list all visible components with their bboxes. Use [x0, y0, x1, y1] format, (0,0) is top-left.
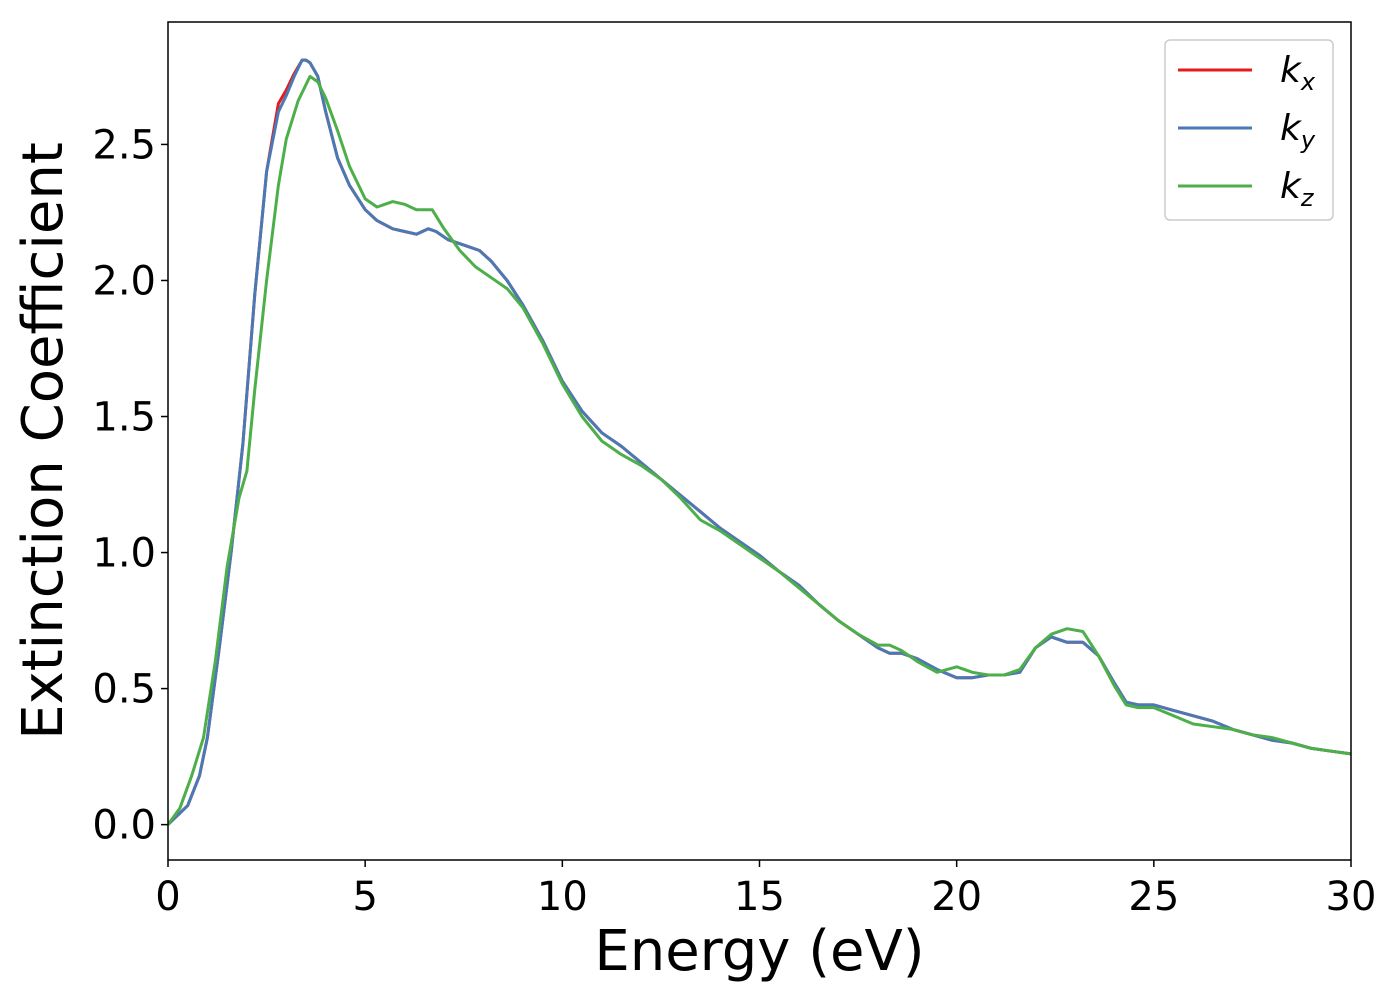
- series-layer: [168, 58, 1351, 826]
- y-tick-label: 0.5: [92, 667, 156, 713]
- x-tick-label: 25: [1128, 874, 1179, 920]
- legend-label-base: k: [1280, 108, 1303, 149]
- legend-label-subscript: y: [1300, 126, 1316, 154]
- x-tick-label: 30: [1326, 874, 1377, 920]
- y-tick-label: 1.0: [92, 531, 156, 577]
- legend-label: kx: [1280, 50, 1316, 96]
- y-tick-label: 0.0: [92, 803, 156, 849]
- series-line-k-z: [168, 74, 1351, 826]
- x-tick-label: 0: [155, 874, 180, 920]
- legend-label: ky: [1280, 108, 1316, 154]
- y-axis: 0.0 0.5 1.0 1.5 2.0 2.5: [92, 122, 168, 849]
- x-axis-title: Energy (eV): [594, 919, 924, 984]
- x-tick-label: 20: [931, 874, 982, 920]
- x-tick-label: 10: [537, 874, 588, 920]
- x-tick-label: 15: [734, 874, 785, 920]
- y-axis-title: Extinction Coefficient: [11, 142, 76, 740]
- y-tick-label: 1.5: [92, 395, 156, 441]
- legend-label-subscript: x: [1300, 68, 1316, 96]
- legend-label-base: k: [1280, 50, 1303, 91]
- y-tick-label: 2.5: [92, 122, 156, 168]
- y-tick-label: 2.0: [92, 258, 156, 304]
- x-axis: 0 5 10 15 20 25 30: [155, 860, 1376, 920]
- legend-box: [1164, 39, 1334, 221]
- x-tick-label: 5: [352, 874, 377, 920]
- legend-label-subscript: z: [1300, 184, 1315, 212]
- legend-label-base: k: [1280, 166, 1303, 207]
- legend-label: kz: [1280, 166, 1315, 212]
